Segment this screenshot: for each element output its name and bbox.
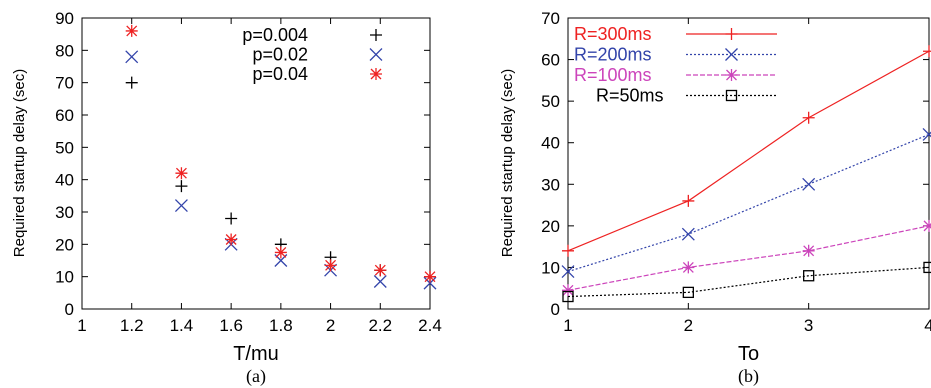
x-tick-label: 2 bbox=[326, 316, 335, 335]
series-line bbox=[567, 133, 930, 273]
data-point bbox=[175, 167, 188, 180]
series-line bbox=[567, 50, 930, 252]
legend-marker bbox=[369, 48, 383, 61]
y-tick-label: 30 bbox=[55, 203, 74, 222]
data-point bbox=[225, 212, 238, 225]
x-tick-label: 1.4 bbox=[170, 316, 194, 335]
legend-marker bbox=[725, 48, 738, 61]
data-point bbox=[923, 219, 931, 232]
data-point bbox=[423, 276, 437, 290]
legend-label: p=0.004 bbox=[242, 25, 308, 45]
legend-marker bbox=[725, 28, 738, 40]
x-tick-label: 1.2 bbox=[120, 316, 144, 335]
data-point bbox=[682, 286, 694, 299]
data-point bbox=[562, 284, 574, 297]
y-tick-label: 20 bbox=[55, 235, 74, 254]
data-point bbox=[174, 199, 188, 212]
y-axis-label: Required startup delay (sec) bbox=[499, 69, 516, 257]
x-axis-label: To bbox=[738, 343, 759, 365]
y-tick-label: 10 bbox=[541, 258, 560, 277]
data-point bbox=[373, 275, 387, 288]
data-point bbox=[374, 264, 387, 277]
data-point bbox=[125, 24, 138, 37]
data-point bbox=[682, 261, 695, 274]
data-point bbox=[324, 259, 337, 272]
x-axis-label: T/mu bbox=[233, 343, 279, 365]
y-tick-label: 40 bbox=[55, 171, 74, 190]
legend-marker bbox=[725, 89, 738, 102]
plot-frame bbox=[81, 17, 431, 310]
series-line bbox=[567, 266, 930, 298]
data-point bbox=[225, 233, 238, 246]
x-tick-label: 2.4 bbox=[418, 316, 442, 335]
y-tick-label: 10 bbox=[55, 268, 74, 287]
y-tick-label: 30 bbox=[541, 175, 560, 194]
x-tick-label: 2.2 bbox=[368, 316, 392, 335]
series-R=200ms: R=200ms bbox=[561, 45, 931, 279]
x-tick-label: 1.6 bbox=[219, 316, 243, 335]
legend-label: R=50ms bbox=[596, 86, 664, 106]
series-line bbox=[567, 225, 930, 291]
y-tick-label: 0 bbox=[551, 300, 560, 319]
legend-label: R=100ms bbox=[574, 65, 652, 85]
y-tick-label: 50 bbox=[55, 138, 74, 157]
legend-label: p=0.04 bbox=[252, 64, 308, 84]
data-point bbox=[175, 180, 188, 193]
x-tick-label: 1 bbox=[563, 316, 572, 335]
series-R=100ms: R=100ms bbox=[562, 65, 931, 297]
data-point bbox=[682, 194, 695, 207]
data-point bbox=[562, 290, 574, 303]
data-point bbox=[923, 45, 931, 58]
series-p=0.02: p=0.02 bbox=[125, 45, 437, 290]
data-point bbox=[125, 76, 138, 89]
legend-marker bbox=[370, 68, 382, 80]
panel-caption: (b) bbox=[738, 366, 759, 387]
y-tick-label: 70 bbox=[541, 9, 560, 28]
y-tick-label: 70 bbox=[55, 74, 74, 93]
chart-panel-a: 1 1.2 1.4 1.6 1.8 2 2.2 2.4 0 10 20 30 40 50 60 70 80 90 R… bbox=[11, 9, 442, 387]
panel-caption: (a) bbox=[246, 366, 266, 387]
data-point bbox=[681, 227, 695, 241]
data-point bbox=[802, 244, 815, 257]
data-point bbox=[922, 127, 931, 141]
x-tick-label: 1 bbox=[77, 316, 86, 335]
x-tick-label: 1.8 bbox=[269, 316, 293, 335]
data-point bbox=[802, 111, 815, 124]
legend-marker bbox=[370, 29, 382, 41]
y-tick-label: 50 bbox=[541, 92, 560, 111]
data-point bbox=[561, 265, 575, 279]
data-point bbox=[923, 261, 931, 274]
legend-marker bbox=[725, 69, 738, 81]
data-point bbox=[562, 244, 574, 257]
x-tick-label: 2 bbox=[684, 316, 693, 335]
series-R=50ms: R=50ms bbox=[562, 86, 931, 303]
y-tick-label: 20 bbox=[541, 217, 560, 236]
legend-label: p=0.02 bbox=[252, 45, 308, 65]
y-tick-label: 0 bbox=[65, 300, 74, 319]
data-point bbox=[125, 50, 139, 64]
series-p=0.04: p=0.04 bbox=[125, 24, 436, 283]
x-tick-label: 4 bbox=[924, 316, 931, 335]
plot-frame bbox=[567, 17, 930, 310]
legend-label: R=300ms bbox=[574, 24, 652, 44]
data-point bbox=[274, 246, 287, 259]
legend-label: R=200ms bbox=[574, 45, 652, 65]
y-tick-label: 90 bbox=[55, 9, 74, 28]
series-R=300ms: R=300ms bbox=[562, 24, 931, 257]
y-axis-label: Required startup delay (sec) bbox=[11, 69, 28, 257]
x-tick-label: 3 bbox=[804, 316, 813, 335]
data-point bbox=[803, 270, 815, 282]
y-tick-label: 60 bbox=[55, 106, 74, 125]
y-tick-label: 40 bbox=[541, 134, 560, 153]
y-tick-label: 80 bbox=[55, 41, 74, 60]
data-point bbox=[424, 270, 436, 283]
y-tick-label: 60 bbox=[541, 51, 560, 70]
data-point bbox=[802, 177, 816, 191]
